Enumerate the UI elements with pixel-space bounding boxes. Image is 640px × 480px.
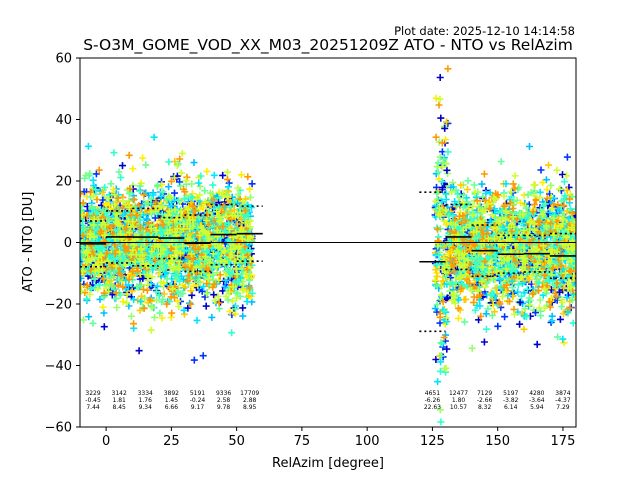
bin-stat-label: 9.78	[217, 404, 231, 411]
y-tick-label: −20	[45, 298, 72, 313]
bin-stat-label: 6.14	[504, 404, 518, 411]
bin-stat-label: -2.66	[477, 397, 493, 404]
x-axis-label: RelAzim [degree]	[272, 456, 384, 471]
chart-title: S-O3M_GOME_VOD_XX_M03_20251209Z ATO - NT…	[83, 36, 573, 55]
bin-stat-label: 22.63	[424, 404, 441, 411]
bin-stat-label: 3334	[138, 390, 153, 397]
bin-stat-label: 1.76	[139, 397, 153, 404]
x-tick-label: 125	[420, 434, 445, 449]
y-axis: −60 −40 −20 0 20 40 60	[45, 52, 80, 436]
bin-stat-label: 8.32	[478, 404, 492, 411]
bin-stat-label: 2.88	[243, 397, 257, 404]
y-tick-label: 40	[55, 113, 72, 128]
y-tick-label: −40	[45, 359, 72, 374]
bin-stat-label: 7.44	[86, 404, 100, 411]
bin-stat-label: 9.34	[139, 404, 153, 411]
x-tick-label: 150	[485, 434, 510, 449]
x-tick-label: 25	[163, 434, 180, 449]
bin-stat-label: 5.94	[530, 404, 544, 411]
x-tick-label: 0	[102, 434, 110, 449]
bin-stat-label: 9336	[216, 390, 231, 397]
bin-stat-label: 5191	[190, 390, 205, 397]
bin-stat-label: 7129	[477, 390, 492, 397]
bin-stat-label: 1.45	[165, 397, 179, 404]
bin-stat-label: -3.64	[529, 397, 545, 404]
bin-stat-label: 4651	[425, 390, 440, 397]
x-tick-label: 75	[294, 434, 311, 449]
bin-stat-label: -3.82	[503, 397, 519, 404]
y-tick-label: 20	[55, 175, 72, 190]
bin-stat-label: 10.57	[450, 404, 467, 411]
bin-stat-label: 12477	[449, 390, 468, 397]
plot-date: Plot date: 2025-12-10 14:14:58	[394, 24, 575, 38]
scatter-markers	[80, 58, 576, 372]
bin-stat-label: -0.24	[190, 397, 206, 404]
bin-stat-label: 1.80	[452, 397, 466, 404]
bin-stat-label: 8.45	[112, 404, 126, 411]
bin-stat-label: 3142	[112, 390, 127, 397]
bin-stat-label: 3229	[85, 390, 100, 397]
bin-stat-label: 2.58	[217, 397, 231, 404]
y-tick-label: 0	[64, 236, 72, 251]
bin-stat-label: -4.37	[555, 397, 571, 404]
bin-stat-label: 4280	[529, 390, 544, 397]
bin-stat-label: 17709	[240, 390, 259, 397]
y-tick-label: −60	[45, 421, 72, 436]
x-tick-label: 50	[228, 434, 245, 449]
bin-stat-label: -0.45	[85, 397, 101, 404]
bin-stat-label: 6.66	[165, 404, 179, 411]
bin-stat-label: 8.95	[243, 404, 257, 411]
bin-stat-label: 7.29	[556, 404, 570, 411]
bin-stat-label: 3874	[555, 390, 570, 397]
y-tick-label: 60	[55, 52, 72, 67]
x-tick-label: 100	[355, 434, 380, 449]
x-axis: 0 25 50 75 100 125 150 175	[102, 427, 575, 449]
bin-stat-label: -6.26	[425, 397, 441, 404]
bin-stat-label: 3892	[164, 390, 179, 397]
y-axis-label: ATO - NTO [DU]	[21, 192, 36, 293]
scatter-points	[80, 58, 576, 426]
bin-stat-label: 9.17	[191, 404, 205, 411]
bin-statistics	[80, 191, 576, 333]
bin-stat-label: 1.81	[112, 397, 126, 404]
bin-stat-label: 5197	[503, 390, 518, 397]
x-tick-label: 175	[551, 434, 576, 449]
